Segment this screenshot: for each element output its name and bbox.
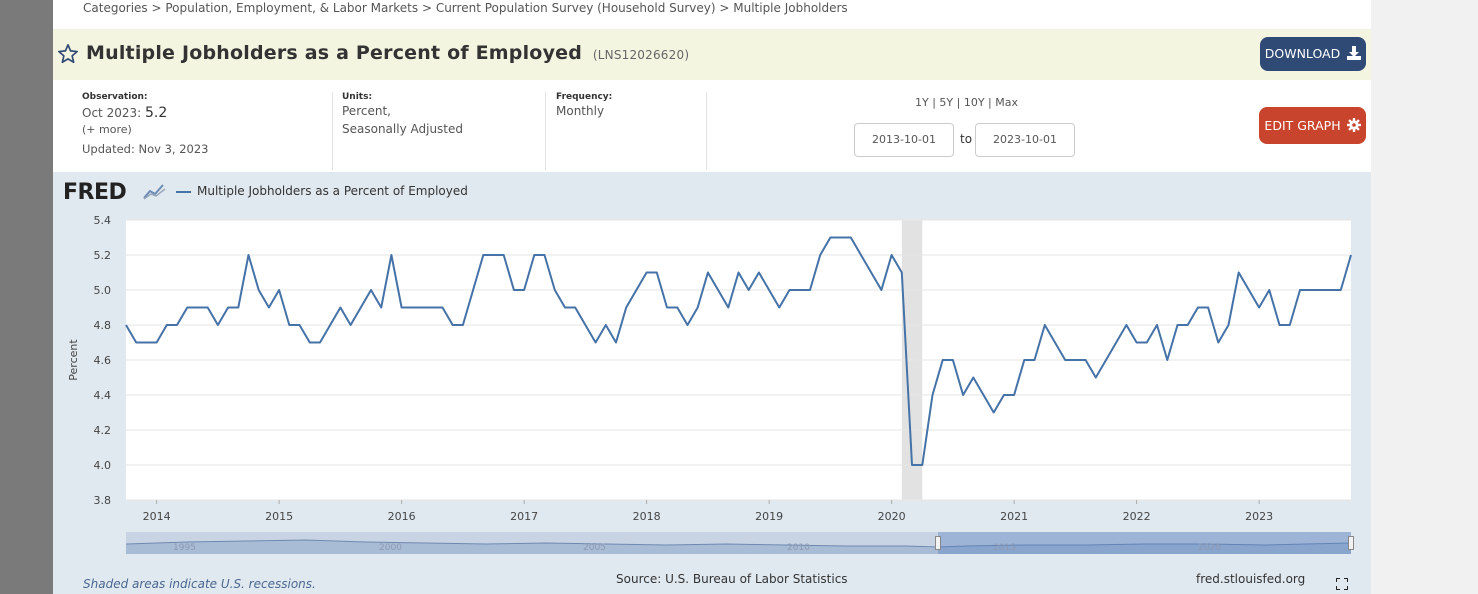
chart-panel: FRED Multiple Jobholders as a Percent of… <box>53 172 1371 594</box>
observation-value: 5.2 <box>144 105 168 121</box>
frequency-block: Frequency: Monthly <box>556 92 612 184</box>
y-tick-label: 4.4 <box>94 389 112 402</box>
x-tick-label: 2022 <box>1123 510 1151 523</box>
observation-row: Oct 2023: 5.2 <box>82 104 208 122</box>
updated-date: Updated: Nov 3, 2023 <box>82 142 209 156</box>
frequency-value: Monthly <box>556 104 605 118</box>
navigator-year: 1995 <box>173 543 196 553</box>
observation-block: Observation: Oct 2023: 5.2 (+ more) Upda… <box>82 92 208 184</box>
x-tick-label: 2021 <box>1000 510 1028 523</box>
fred-page: Categories > Population, Employment, & L… <box>53 0 1371 594</box>
divider <box>332 92 333 170</box>
x-tick-label: 2016 <box>388 510 416 523</box>
y-axis-label: Percent <box>67 339 80 381</box>
x-tick-label: 2023 <box>1245 510 1273 523</box>
divider <box>545 92 546 170</box>
units-block: Units: Percent, Seasonally Adjusted <box>342 92 463 184</box>
end-date-input[interactable]: 2023-10-01 <box>975 123 1075 157</box>
series-title: Multiple Jobholders as a Percent of Empl… <box>86 42 583 64</box>
navigator-right-handle[interactable] <box>1348 536 1354 550</box>
y-tick-label: 5.2 <box>94 249 112 262</box>
x-tick-label: 2017 <box>510 510 538 523</box>
fred-chart-icon <box>143 184 166 200</box>
star-icon[interactable] <box>57 43 79 65</box>
page-margin <box>1371 0 1478 594</box>
start-date-input[interactable]: 2013-10-01 <box>854 123 954 157</box>
fullscreen-icon[interactable] <box>1336 578 1348 590</box>
x-tick-label: 2019 <box>755 510 783 523</box>
more-link[interactable]: (+ more) <box>82 123 132 136</box>
edit-graph-label: EDIT GRAPH <box>1264 118 1341 133</box>
navigator-series <box>126 539 1351 554</box>
y-tick-label: 4.6 <box>94 354 112 367</box>
download-button[interactable]: DOWNLOAD <box>1260 37 1366 71</box>
recession-note: Shaded areas indicate U.S. recessions. <box>83 577 316 591</box>
navigator-year: 2010 <box>787 543 810 553</box>
chart-source[interactable]: Source: U.S. Bureau of Labor Statistics <box>616 572 848 586</box>
divider <box>706 92 707 170</box>
edit-graph-button[interactable]: EDIT GRAPH <box>1259 107 1366 144</box>
chart-legend[interactable]: Multiple Jobholders as a Percent of Empl… <box>176 184 468 198</box>
navigator-selection[interactable] <box>938 532 1351 554</box>
observation-date: Oct 2023: <box>82 106 142 120</box>
page-title: Multiple Jobholders as a Percent of Empl… <box>86 42 689 64</box>
frequency-label: Frequency: <box>556 92 613 102</box>
line-chart[interactable]: 3.8 4.0 4.2 4.4 4.6 4.8 5.0 5.2 5.4 2014 2015 2016 2… <box>53 172 1371 532</box>
y-tick-label: 4.8 <box>94 319 112 332</box>
y-tick-label: 5.4 <box>94 214 112 227</box>
download-label: DOWNLOAD <box>1264 46 1341 61</box>
units-line1: Percent, <box>342 104 391 118</box>
legend-swatch <box>176 190 191 193</box>
observation-label: Observation: <box>82 92 148 102</box>
download-icon <box>1347 46 1362 60</box>
x-tick-label: 2015 <box>265 510 293 523</box>
navigator-left-handle[interactable] <box>935 536 941 550</box>
gear-icon <box>1346 118 1361 132</box>
series-meta: Observation: Oct 2023: 5.2 (+ more) Upda… <box>53 80 1371 172</box>
series-id: (LNS12026620) <box>592 48 690 62</box>
y-tick-label: 5.0 <box>94 284 112 297</box>
series-line <box>125 236 1352 466</box>
y-tick-label: 3.8 <box>94 494 112 507</box>
x-tick-label: 2020 <box>878 510 906 523</box>
navigator-year: 2015 <box>993 543 1016 553</box>
units-line2: Seasonally Adjusted <box>342 122 464 136</box>
range-links[interactable]: 1Y | 5Y | 10Y | Max <box>915 96 1018 109</box>
x-tick-label: 2018 <box>633 510 661 523</box>
title-bar: Multiple Jobholders as a Percent of Empl… <box>53 29 1371 80</box>
navigator-year: 2005 <box>583 543 606 553</box>
units-label: Units: <box>342 92 373 102</box>
fred-logo[interactable]: FRED <box>63 180 127 205</box>
chart-site: fred.stlouisfed.org <box>1196 572 1306 586</box>
to-label: to <box>960 132 973 146</box>
navigator-year: 2000 <box>379 543 402 553</box>
legend-label: Multiple Jobholders as a Percent of Empl… <box>197 184 468 198</box>
breadcrumb[interactable]: Categories > Population, Employment, & L… <box>83 1 848 15</box>
y-tick-label: 4.0 <box>94 459 112 472</box>
navigator-year: 2020 <box>1198 543 1221 553</box>
y-tick-label: 4.2 <box>94 424 112 437</box>
x-tick-label: 2014 <box>143 510 171 523</box>
